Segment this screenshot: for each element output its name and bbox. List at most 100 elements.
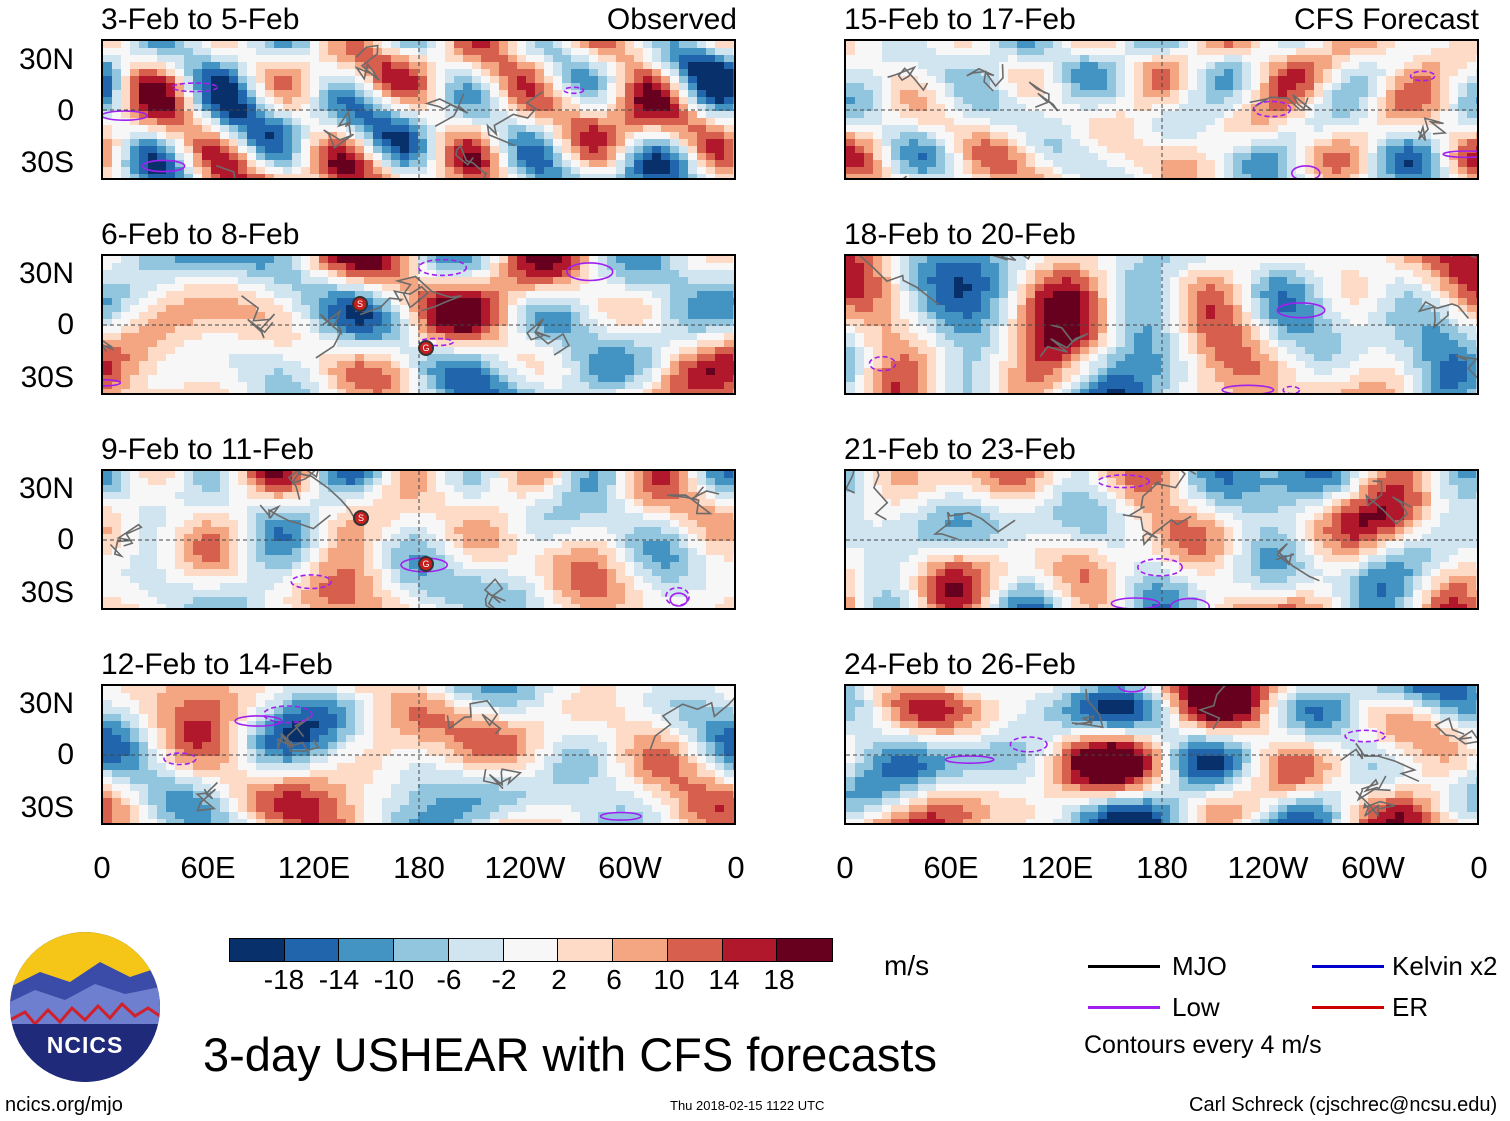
shear-cell xyxy=(256,597,266,605)
shear-cell xyxy=(661,492,671,500)
shear-cell xyxy=(427,513,437,521)
shear-cell xyxy=(139,686,149,694)
shear-cell xyxy=(463,541,473,549)
shear-cell xyxy=(193,368,203,376)
shear-cell xyxy=(355,534,365,542)
shear-cell xyxy=(373,361,383,369)
shear-cell xyxy=(580,569,590,577)
shear-cell xyxy=(688,333,698,341)
shear-cell xyxy=(625,55,635,63)
shear-cell xyxy=(571,298,581,306)
shear-cell xyxy=(562,506,572,514)
shear-cell xyxy=(535,326,545,334)
shear-cell xyxy=(148,749,158,757)
shear-cell xyxy=(706,333,716,341)
shear-cell xyxy=(490,389,500,393)
shear-cell xyxy=(724,97,734,105)
shear-cell xyxy=(121,597,131,605)
shear-cell xyxy=(472,604,482,608)
shear-cell xyxy=(292,520,302,528)
shear-cell xyxy=(238,548,248,556)
shear-cell xyxy=(364,368,374,376)
shear-cell xyxy=(643,83,653,91)
shear-cell xyxy=(220,76,230,84)
shear-cell xyxy=(292,368,302,376)
shear-cell xyxy=(670,576,680,584)
shear-cell xyxy=(400,76,410,84)
shear-cell xyxy=(157,263,167,271)
shear-cell xyxy=(130,104,140,112)
shear-cell xyxy=(661,375,671,383)
shear-cell xyxy=(463,721,473,729)
shear-cell xyxy=(274,541,284,549)
shear-cell xyxy=(355,48,365,56)
shear-cell xyxy=(589,347,599,355)
shear-cell xyxy=(328,742,338,750)
shear-cell xyxy=(112,167,122,175)
shear-cell xyxy=(220,576,230,584)
shear-cell xyxy=(553,125,563,133)
shear-cell xyxy=(247,520,257,528)
shear-cell xyxy=(571,485,581,493)
shear-cell xyxy=(661,686,671,694)
shear-cell xyxy=(670,263,680,271)
shear-cell xyxy=(679,569,689,577)
shear-cell xyxy=(238,291,248,299)
shear-cell xyxy=(292,284,302,292)
shear-cell xyxy=(409,700,419,708)
shear-cell xyxy=(463,597,473,605)
shear-cell xyxy=(580,742,590,750)
shear-cell xyxy=(706,562,716,570)
shear-cell xyxy=(346,361,356,369)
shear-cell xyxy=(499,499,509,507)
shear-cell xyxy=(148,368,158,376)
shear-cell xyxy=(175,714,185,722)
shear-cell xyxy=(130,90,140,98)
coastline xyxy=(424,93,469,127)
shear-cell xyxy=(427,291,437,299)
shear-cell xyxy=(157,597,167,605)
shear-cell xyxy=(508,485,518,493)
shear-cell xyxy=(661,354,671,362)
shear-cell xyxy=(544,41,554,49)
shear-cell xyxy=(346,48,356,56)
shear-cell xyxy=(202,562,212,570)
shear-cell xyxy=(436,506,446,514)
shear-cell xyxy=(607,499,617,507)
shear-cell xyxy=(283,700,293,708)
shear-cell xyxy=(688,291,698,299)
shear-cell xyxy=(184,174,194,178)
shear-cell xyxy=(139,604,149,608)
shear-cell xyxy=(409,728,419,736)
shear-cell xyxy=(229,298,239,306)
shear-cell xyxy=(274,76,284,84)
shear-cell xyxy=(409,742,419,750)
shear-cell xyxy=(571,76,581,84)
shear-cell xyxy=(193,347,203,355)
shear-cell xyxy=(157,693,167,701)
shear-cell xyxy=(652,90,662,98)
shear-cell xyxy=(652,686,662,694)
shear-cell xyxy=(265,270,275,278)
shear-cell xyxy=(328,291,338,299)
shear-cell xyxy=(607,55,617,63)
shear-cell xyxy=(238,256,248,264)
shear-cell xyxy=(706,354,716,362)
shear-cell xyxy=(562,389,572,393)
shear-cell xyxy=(571,597,581,605)
shear-cell xyxy=(661,541,671,549)
shear-cell xyxy=(454,485,464,493)
shear-cell xyxy=(292,354,302,362)
shear-cell xyxy=(607,167,617,175)
shear-cell xyxy=(346,319,356,327)
shear-cell xyxy=(391,354,401,362)
shear-cell xyxy=(472,111,482,119)
shear-cell xyxy=(535,562,545,570)
shear-cell xyxy=(688,562,698,570)
shear-cell xyxy=(616,714,626,722)
shear-cell xyxy=(598,90,608,98)
shear-cell xyxy=(535,312,545,320)
shear-cell xyxy=(139,375,149,383)
shear-cell xyxy=(292,562,302,570)
shear-cell xyxy=(112,361,122,369)
